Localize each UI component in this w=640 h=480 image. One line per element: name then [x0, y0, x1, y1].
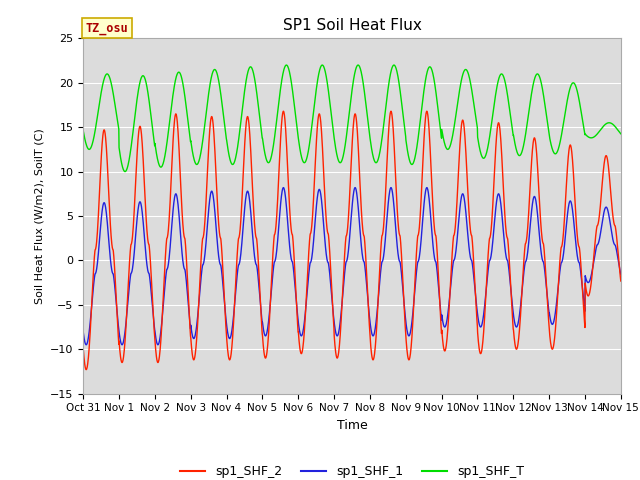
sp1_SHF_T [570, 80, 577, 86]
sp1_SHF_T [509, 128, 516, 133]
Line: sp1_SHF_2: sp1_SHF_2 [83, 111, 621, 370]
sp1_SHF_1 [83, 342, 90, 348]
sp1_SHF_1 [617, 272, 625, 277]
Title: SP1 Soil Heat Flux: SP1 Soil Heat Flux [283, 18, 421, 33]
sp1_SHF_2 [509, 315, 516, 321]
sp1_SHF_2 [79, 345, 87, 350]
sp1_SHF_2 [368, 353, 376, 359]
sp1_SHF_2 [380, 224, 387, 230]
sp1_SHF_2 [617, 278, 625, 284]
sp1_SHF_1 [79, 329, 87, 335]
sp1_SHF_1 [570, 218, 577, 224]
sp1_SHF_T [79, 128, 87, 133]
sp1_SHF_2 [83, 367, 90, 372]
Legend: sp1_SHF_2, sp1_SHF_1, sp1_SHF_T: sp1_SHF_2, sp1_SHF_1, sp1_SHF_T [175, 460, 529, 480]
Y-axis label: Soil Heat Flux (W/m2), SoilT (C): Soil Heat Flux (W/m2), SoilT (C) [35, 128, 45, 304]
sp1_SHF_T [617, 131, 625, 137]
Line: sp1_SHF_T: sp1_SHF_T [83, 65, 621, 171]
Text: TZ_osu: TZ_osu [86, 22, 129, 35]
sp1_SHF_1 [230, 315, 237, 321]
sp1_SHF_2 [585, 293, 593, 299]
X-axis label: Time: Time [337, 419, 367, 432]
sp1_SHF_T [121, 168, 129, 174]
sp1_SHF_T [230, 161, 237, 167]
sp1_SHF_2 [570, 176, 577, 181]
Line: sp1_SHF_1: sp1_SHF_1 [83, 188, 621, 345]
sp1_SHF_1 [280, 185, 287, 191]
sp1_SHF_2 [230, 324, 237, 329]
sp1_SHF_T [380, 124, 387, 130]
sp1_SHF_T [585, 134, 593, 140]
sp1_SHF_1 [585, 279, 593, 285]
sp1_SHF_2 [280, 108, 287, 114]
sp1_SHF_T [368, 147, 376, 153]
sp1_SHF_1 [509, 303, 516, 309]
sp1_SHF_1 [380, 254, 387, 260]
sp1_SHF_1 [368, 331, 376, 336]
sp1_SHF_T [282, 62, 290, 68]
